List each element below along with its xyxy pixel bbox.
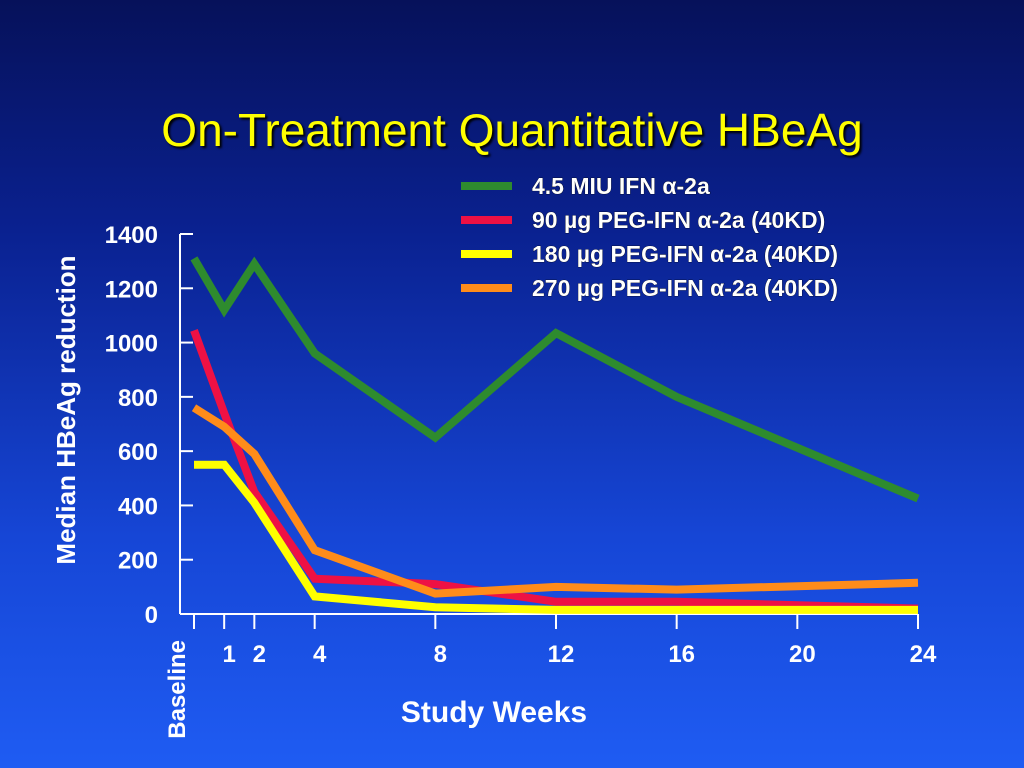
series-line-3 [194,460,918,614]
y-tick-label: 1200 [105,276,158,303]
series-lines [190,256,920,614]
series-line-1 [190,256,920,503]
x-tick-label: 24 [910,641,937,668]
x-tick-label: 4 [313,641,327,668]
x-axis-title: Study Weeks [401,696,587,729]
x-tick-label: Baseline [164,640,191,739]
y-tick-label: 800 [118,385,158,412]
series-line-4 [191,404,919,598]
slide-title: On-Treatment Quantitative HBeAg [161,104,863,156]
legend-label: 270 µg PEG-IFN α-2a (40KD) [532,275,838,301]
y-tick-label: 1400 [105,222,158,249]
x-tick-label: 12 [548,641,575,668]
legend-label: 90 µg PEG-IFN α-2a (40KD) [532,207,825,233]
series-line-2 [190,329,919,613]
x-tick-label: 20 [789,641,816,668]
x-tick-label: 8 [434,641,447,668]
y-tick-label: 1000 [105,331,158,358]
y-tick-label: 600 [118,439,158,466]
legend-label: 180 µg PEG-IFN α-2a (40KD) [532,241,838,267]
legend-label: 4.5 MIU IFN α-2a [532,173,710,199]
chart-legend: 4.5 MIU IFN α-2a 90 µg PEG-IFN α-2a (40KD… [461,173,838,301]
y-tick-label: 200 [118,548,158,575]
x-tick-label: 16 [668,641,695,668]
y-axis-title: Median HBeAg reduction [51,255,81,564]
axis-labels: Study Weeks Median HBeAg reduction [51,255,587,729]
x-tick-label: 1 [222,641,235,668]
x-tick-label: 2 [253,641,266,668]
y-tick-label: 0 [145,602,158,629]
y-tick-label: 400 [118,493,158,520]
